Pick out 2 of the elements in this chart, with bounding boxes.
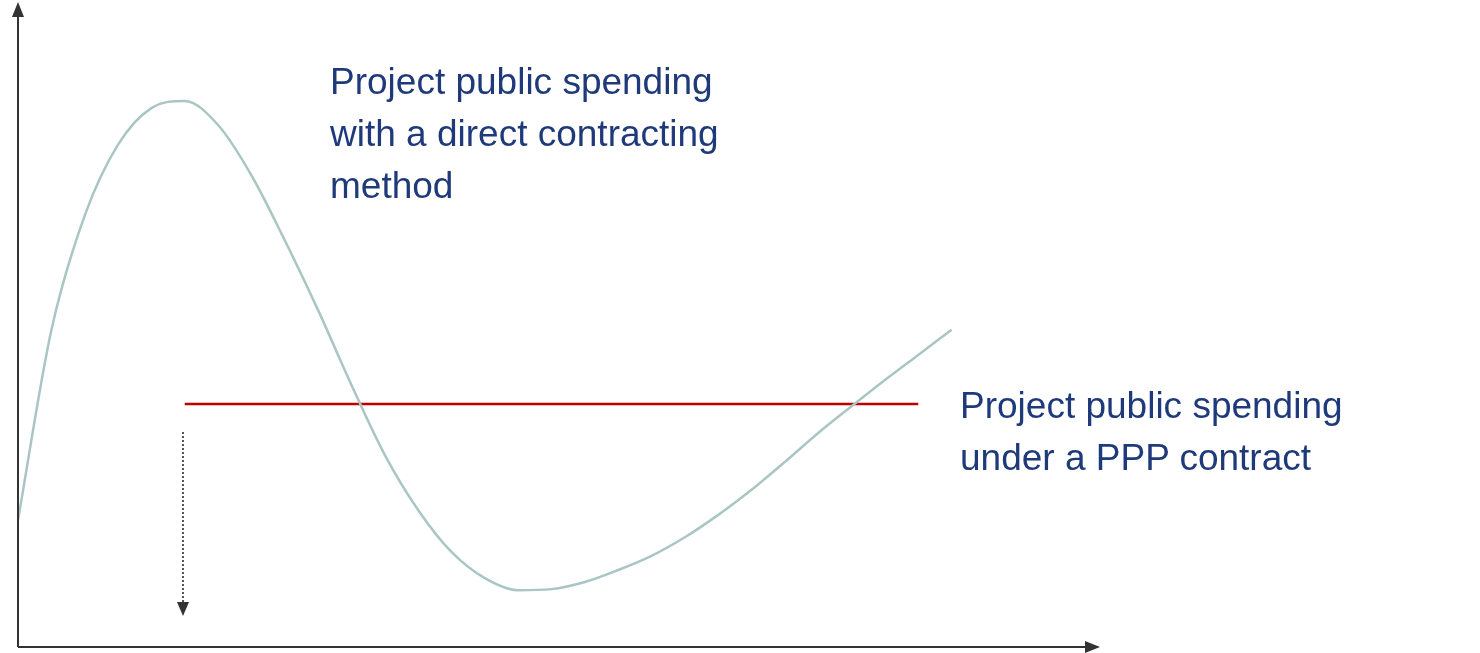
series-label: Project public spending under a PPP contract [960,384,1344,480]
series-label: Project public spending with a direct contracting method [330,60,720,208]
